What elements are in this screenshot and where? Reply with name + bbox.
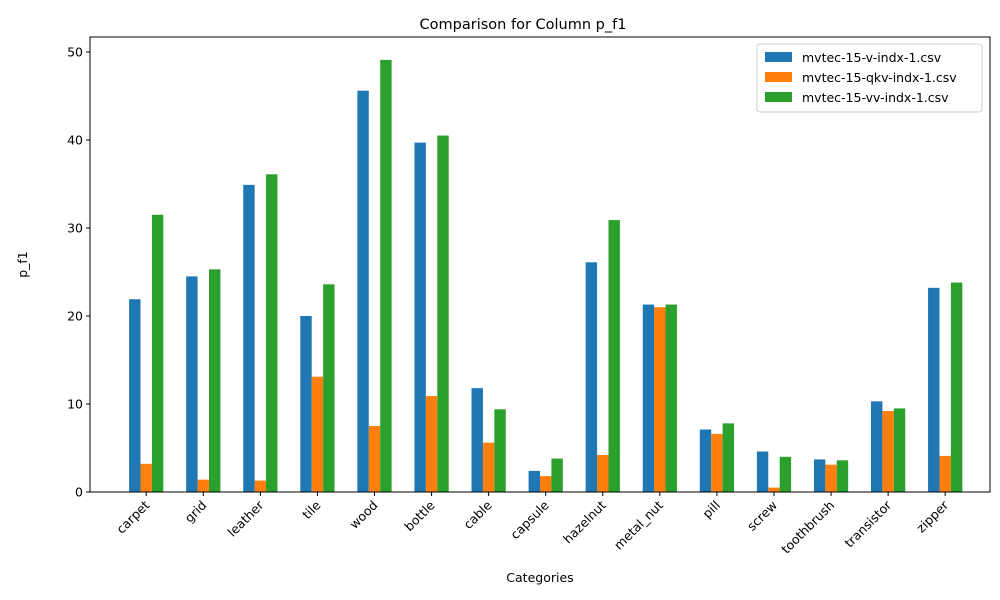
x-tick-label-bottle: bottle [401,497,438,534]
bar-hazelnut-series-1 [585,262,598,492]
x-tick-label-cable: cable [460,497,495,532]
x-tick-label-carpet: carpet [113,497,152,536]
bar-pill-series-2 [711,433,723,492]
x-tick-label-pill: pill [699,498,723,522]
bar-leather-series-2 [254,480,267,492]
chart-title: Comparison for Column p_f1 [420,17,627,33]
bar-carpet-series-3 [151,214,164,492]
y-tick-label: 30 [67,220,83,235]
legend-label: mvtec-15-v-indx-1.csv [802,50,942,65]
bar-tile-series-2 [311,376,324,492]
bar-cable-series-3 [494,409,506,492]
bar-bottle-series-1 [414,142,426,492]
y-tick-label: 40 [67,132,83,147]
bar-hazelnut-series-3 [608,220,620,492]
bar-pill-series-3 [722,423,735,492]
bar-toothbrush-series-2 [825,464,837,492]
bar-leather-series-1 [243,184,255,492]
bar-pill-series-1 [699,429,712,492]
x-tick-label-toothbrush: toothbrush [778,498,837,557]
x-tick-label-capsule: capsule [507,497,552,542]
bar-carpet-series-1 [129,299,141,492]
bar-wood-series-3 [380,59,392,492]
bar-transistor-series-3 [893,408,906,492]
legend-label: mvtec-15-qkv-indx-1.csv [802,70,957,85]
bar-cable-series-2 [482,442,495,492]
y-tick-label: 0 [75,485,83,500]
plot-frame [89,36,991,493]
bar-grid-series-3 [208,269,221,492]
bar-bottle-series-2 [425,396,438,492]
x-tick-label-screw: screw [744,498,780,534]
legend: mvtec-15-v-indx-1.csv mvtec-15-qkv-indx-1… [756,43,983,113]
x-axis-label: Categories [506,570,573,585]
bar-screw-series-2 [768,487,780,492]
bar-screw-series-3 [779,456,792,492]
bar-cable-series-1 [471,388,483,492]
x-tick-label-hazelnut: hazelnut [560,497,609,546]
bar-wood-series-2 [368,425,381,492]
x-tick-label-wood: wood [346,498,380,532]
legend-box [756,43,983,113]
bar-zipper-series-3 [950,282,963,492]
legend-label: mvtec-15-vv-indx-1.csv [802,90,949,105]
bar-leather-series-3 [266,174,278,493]
bar-metal_nut-series-1 [642,304,655,492]
x-axis: carpet grid leather tile wood bottle cable caps… [113,492,952,557]
x-tick-label-zipper: zipper [913,497,952,536]
bar-metal_nut-series-2 [654,307,666,492]
y-tick-label: 50 [67,44,83,59]
bar-capsule-series-1 [528,470,540,492]
bar-metal_nut-series-3 [665,304,677,492]
x-tick-label-grid: grid [181,498,209,526]
bar-grid-series-2 [197,479,209,492]
bar-transistor-series-2 [882,411,894,492]
bar-carpet-series-2 [140,463,152,492]
legend-swatch [765,92,792,102]
bar-toothbrush-series-1 [813,459,826,492]
bar-grid-series-1 [186,276,198,492]
bar-zipper-series-1 [928,287,940,492]
x-tick-label-transistor: transistor [841,497,895,551]
legend-swatch [765,52,792,62]
bar-tile-series-1 [300,315,312,492]
bar-capsule-series-2 [540,476,552,492]
y-axis: 0 10 20 30 40 50 [67,44,90,500]
bar-tile-series-3 [323,284,335,492]
y-tick-label: 20 [67,308,83,323]
bar-capsule-series-3 [551,458,563,492]
bar-zipper-series-2 [939,455,951,492]
bar-screw-series-1 [756,451,769,492]
bar-toothbrush-series-3 [836,460,849,492]
x-tick-label-leather: leather [224,497,267,540]
bar-hazelnut-series-2 [597,455,609,492]
legend-swatch [765,72,792,82]
x-tick-label-metal_nut: metal_nut [611,497,666,552]
y-axis-label: p_f1 [15,251,30,278]
bar-wood-series-1 [357,90,369,492]
x-tick-label-tile: tile [299,497,324,522]
bars-group [129,59,963,493]
bar-transistor-series-1 [871,401,883,492]
y-tick-label: 10 [67,396,83,411]
bar-bottle-series-3 [437,135,449,492]
